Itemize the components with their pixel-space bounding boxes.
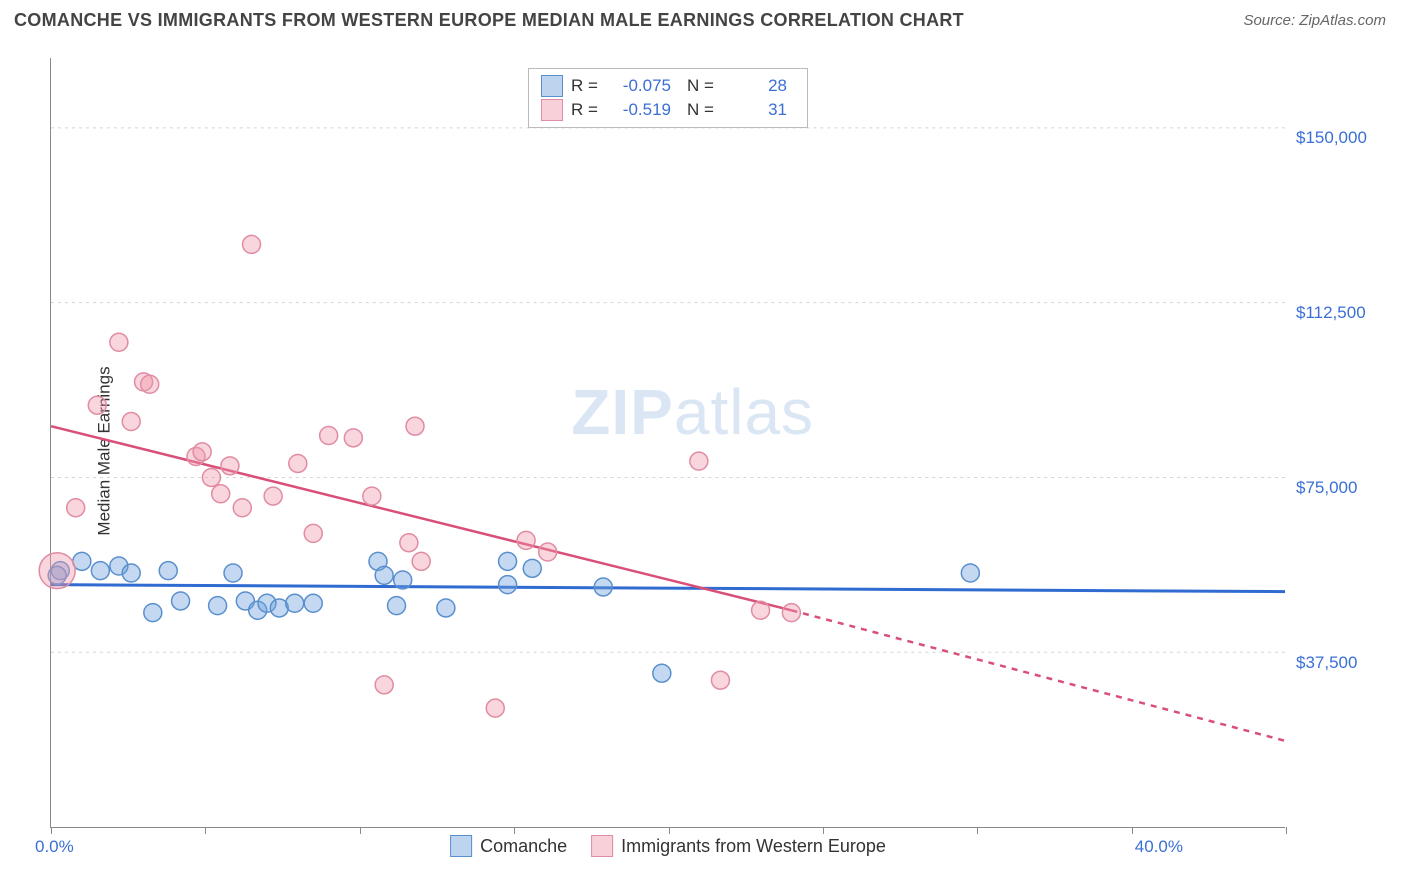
legend-label: Immigrants from Western Europe (621, 836, 886, 857)
stats-row-pink: R = -0.519 N = 31 (541, 98, 795, 122)
r-value: -0.075 (613, 76, 679, 96)
swatch-blue-icon (450, 835, 472, 857)
r-value: -0.519 (613, 100, 679, 120)
chart-container: Median Male Earnings ZIPatlas R = -0.075… (50, 48, 1390, 853)
y-tick-label: $112,500 (1296, 303, 1366, 323)
x-tick (823, 827, 824, 834)
x-min-label: 0.0% (35, 837, 74, 857)
x-tick (51, 827, 52, 834)
x-tick (669, 827, 670, 834)
x-tick (360, 827, 361, 834)
x-tick (1286, 827, 1287, 834)
x-tick (514, 827, 515, 834)
swatch-pink-icon (541, 99, 563, 121)
y-tick-label: $75,000 (1296, 478, 1357, 498)
chart-source: Source: ZipAtlas.com (1243, 12, 1386, 29)
plot-area: ZIPatlas R = -0.075 N = 28 R = -0.519 N … (50, 58, 1285, 828)
stats-legend: R = -0.075 N = 28 R = -0.519 N = 31 (528, 68, 808, 128)
plot-svg (51, 58, 1285, 827)
legend-item-immigrants: Immigrants from Western Europe (591, 835, 886, 857)
n-label: N = (687, 76, 721, 96)
legend-label: Comanche (480, 836, 567, 857)
n-value: 28 (729, 76, 795, 96)
swatch-pink-icon (591, 835, 613, 857)
n-value: 31 (729, 100, 795, 120)
chart-header: COMANCHE VS IMMIGRANTS FROM WESTERN EURO… (0, 0, 1406, 37)
r-label: R = (571, 76, 605, 96)
x-max-label: 40.0% (1135, 837, 1183, 857)
y-tick-label: $37,500 (1296, 653, 1357, 673)
n-label: N = (687, 100, 721, 120)
chart-title: COMANCHE VS IMMIGRANTS FROM WESTERN EURO… (14, 10, 964, 31)
y-tick-label: $150,000 (1296, 128, 1367, 148)
x-tick (205, 827, 206, 834)
r-label: R = (571, 100, 605, 120)
swatch-blue-icon (541, 75, 563, 97)
legend-item-comanche: Comanche (450, 835, 567, 857)
stats-row-blue: R = -0.075 N = 28 (541, 74, 795, 98)
bottom-legend: Comanche Immigrants from Western Europe (450, 835, 886, 857)
x-tick (977, 827, 978, 834)
x-tick (1132, 827, 1133, 834)
